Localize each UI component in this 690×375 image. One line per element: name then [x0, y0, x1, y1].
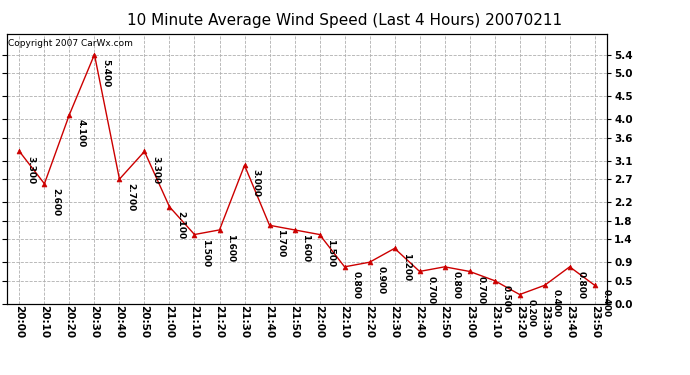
Text: 5.400: 5.400 [101, 58, 110, 87]
Text: 0.200: 0.200 [526, 298, 535, 327]
Text: 1.200: 1.200 [402, 252, 411, 280]
Text: 0.400: 0.400 [602, 290, 611, 318]
Text: 1.500: 1.500 [326, 238, 335, 267]
Text: 1.600: 1.600 [226, 234, 235, 262]
Text: 2.100: 2.100 [177, 211, 186, 239]
Text: 10 Minute Average Wind Speed (Last 4 Hours) 20070211: 10 Minute Average Wind Speed (Last 4 Hou… [128, 13, 562, 28]
Text: 1.600: 1.600 [302, 234, 310, 262]
Text: 0.900: 0.900 [377, 266, 386, 294]
Text: 0.500: 0.500 [502, 285, 511, 313]
Text: 3.300: 3.300 [151, 156, 160, 184]
Text: 0.800: 0.800 [451, 271, 460, 299]
Text: 0.700: 0.700 [477, 276, 486, 304]
Text: Copyright 2007 CarWx.com: Copyright 2007 CarWx.com [8, 39, 133, 48]
Text: 3.300: 3.300 [26, 156, 35, 184]
Text: 0.800: 0.800 [577, 271, 586, 299]
Text: 2.600: 2.600 [51, 188, 60, 216]
Text: 0.700: 0.700 [426, 276, 435, 304]
Text: 0.400: 0.400 [551, 290, 560, 318]
Text: 0.800: 0.800 [351, 271, 360, 299]
Text: 1.700: 1.700 [277, 230, 286, 258]
Text: 1.500: 1.500 [201, 238, 210, 267]
Text: 2.700: 2.700 [126, 183, 135, 211]
Text: 4.100: 4.100 [77, 118, 86, 147]
Text: 3.000: 3.000 [251, 170, 260, 198]
